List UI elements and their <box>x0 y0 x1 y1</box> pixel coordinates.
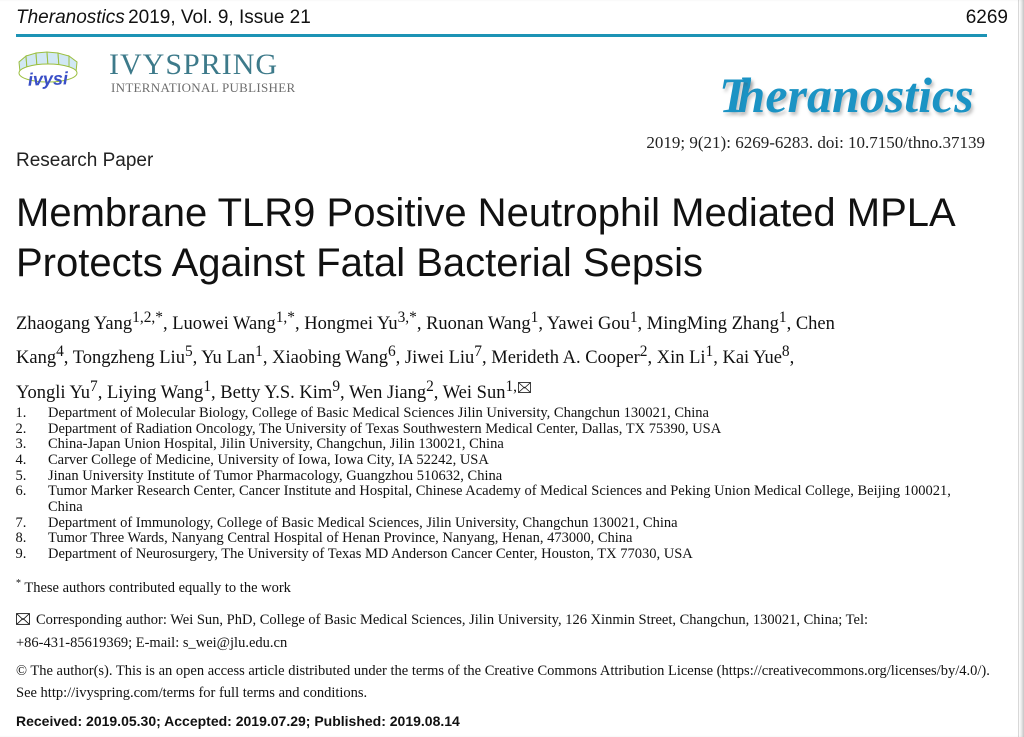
svg-text:ivysi: ivysi <box>28 68 70 89</box>
